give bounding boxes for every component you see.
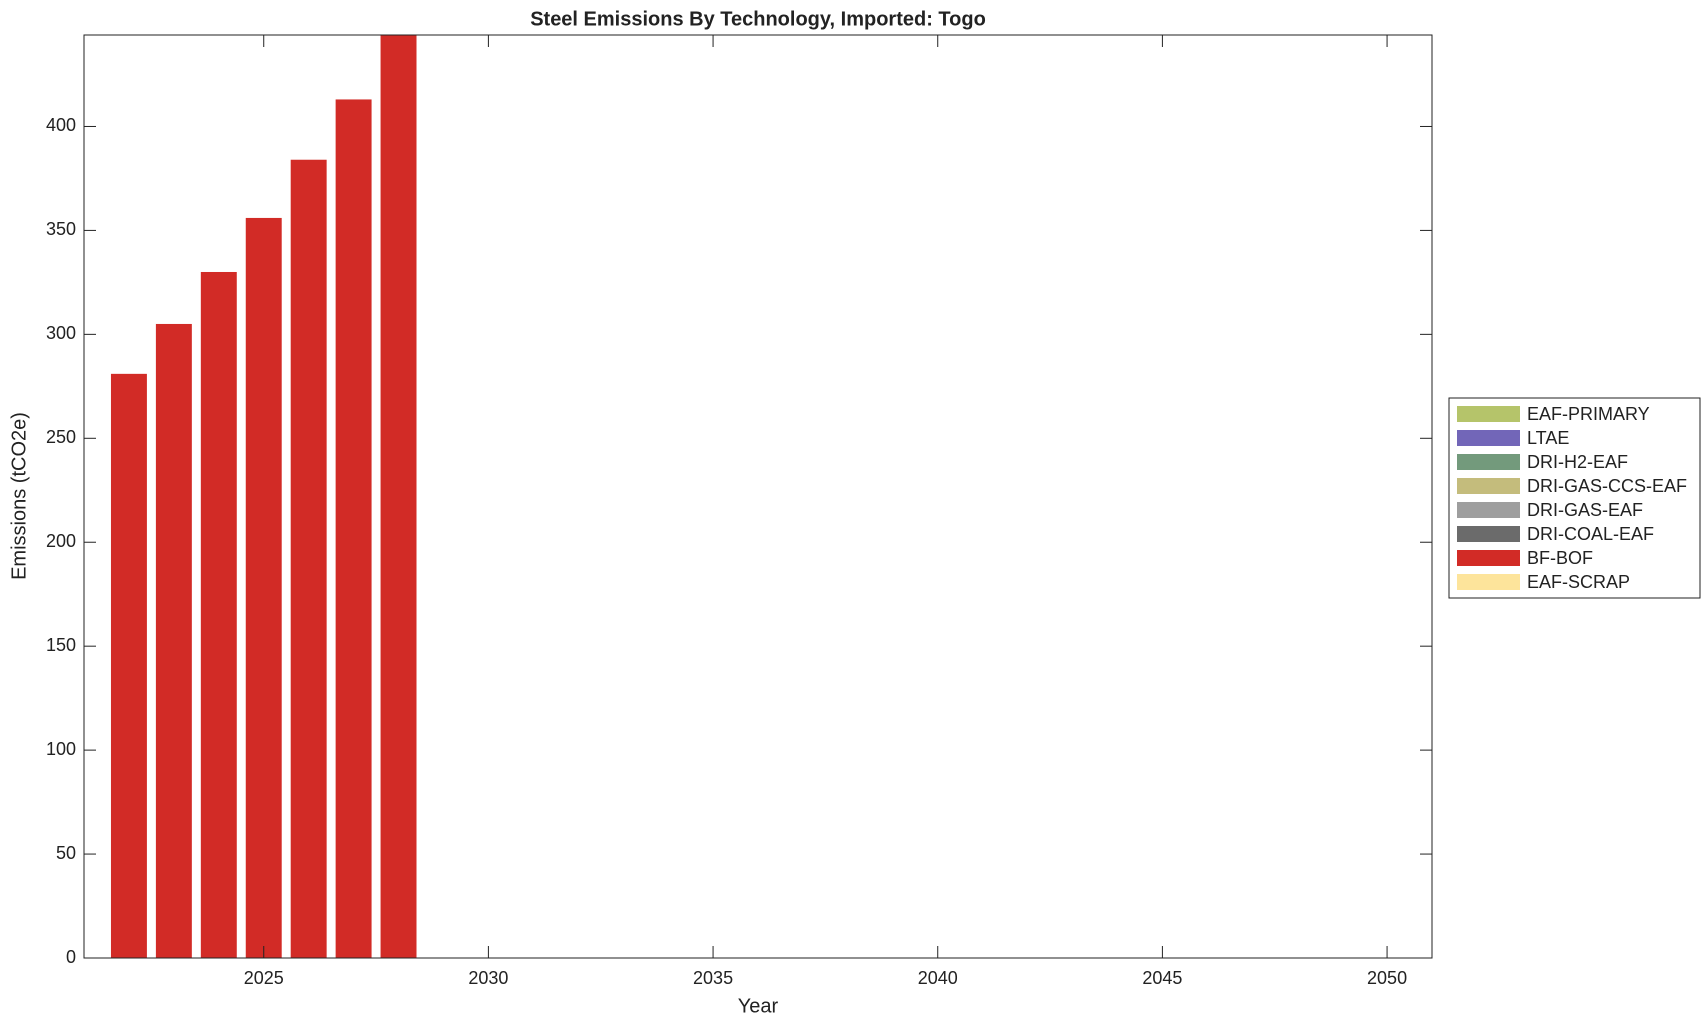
legend-label: BF-BOF: [1527, 548, 1593, 568]
legend-swatch: [1457, 550, 1520, 566]
bar-segment: [290, 159, 327, 958]
y-tick-label: 300: [46, 323, 76, 343]
legend-label: DRI-COAL-EAF: [1527, 524, 1654, 544]
legend-label: EAF-SCRAP: [1527, 572, 1630, 592]
plot-frame: [83, 34, 1433, 959]
y-tick-label: 0: [66, 947, 76, 967]
x-axis-label: Year: [738, 995, 779, 1017]
y-tick-label: 100: [46, 739, 76, 759]
legend-label: DRI-GAS-EAF: [1527, 500, 1643, 520]
legend-swatch: [1457, 406, 1520, 422]
bar-segment: [155, 323, 192, 958]
x-tick-label: 2040: [918, 968, 958, 988]
legend-swatch: [1457, 454, 1520, 470]
chart-title: Steel Emissions By Technology, Imported:…: [530, 8, 986, 30]
bar-segment: [380, 35, 417, 958]
bar-segment: [335, 99, 372, 958]
y-tick-label: 350: [46, 219, 76, 239]
bar-segment: [200, 271, 237, 959]
legend-label: EAF-PRIMARY: [1527, 404, 1650, 424]
y-tick-label: 200: [46, 531, 76, 551]
y-tick-label: 150: [46, 635, 76, 655]
x-tick-label: 2050: [1367, 968, 1407, 988]
x-tick-label: 2035: [693, 968, 733, 988]
legend-swatch: [1457, 526, 1520, 542]
x-tick-label: 2025: [244, 968, 284, 988]
legend-swatch: [1457, 478, 1520, 494]
legend-swatch: [1457, 430, 1520, 446]
y-tick-label: 50: [56, 843, 76, 863]
y-tick-label: 250: [46, 427, 76, 447]
y-tick-label: 400: [46, 115, 76, 135]
legend-swatch: [1457, 574, 1520, 590]
x-tick-label: 2045: [1142, 968, 1182, 988]
x-tick-label: 2030: [468, 968, 508, 988]
bar-segment: [110, 373, 147, 958]
bar-segment: [245, 217, 282, 958]
legend-label: DRI-H2-EAF: [1527, 452, 1628, 472]
legend-swatch: [1457, 502, 1520, 518]
legend-label: LTAE: [1527, 428, 1569, 448]
legend-box: [1448, 397, 1701, 599]
y-axis-label: Emissions (tCO2e): [8, 412, 30, 580]
legend-label: DRI-GAS-CCS-EAF: [1527, 476, 1687, 496]
